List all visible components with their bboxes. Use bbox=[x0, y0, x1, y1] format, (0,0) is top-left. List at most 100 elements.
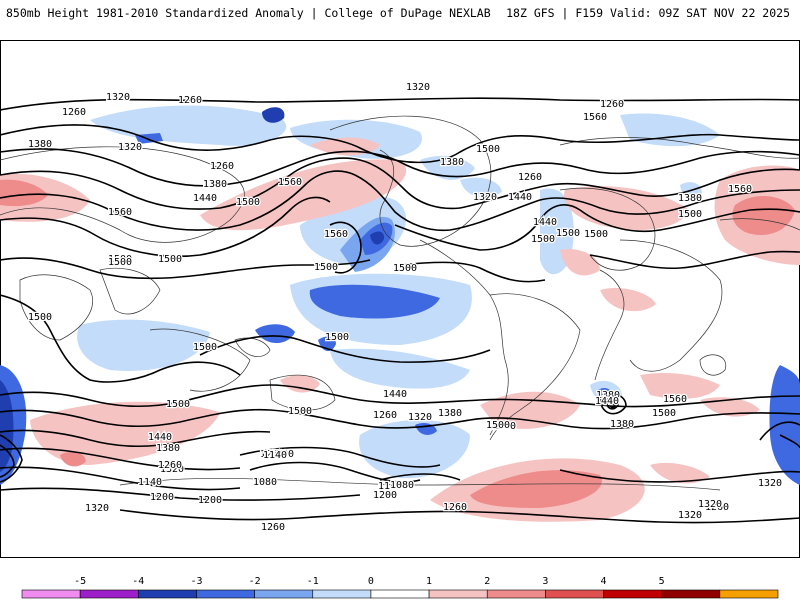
contour-label: 1500 bbox=[108, 257, 132, 268]
colorbar-swatch bbox=[254, 589, 314, 599]
contour-label: 1440 bbox=[533, 217, 557, 228]
contour-label: 1260 bbox=[600, 99, 624, 110]
colorbar-tick-label: 4 bbox=[601, 576, 607, 587]
colorbar-swatch bbox=[21, 589, 81, 599]
contour-label: 1440 bbox=[383, 389, 407, 400]
contour-label: 1080 bbox=[390, 480, 414, 491]
contour-label: 1500 bbox=[108, 254, 132, 265]
contour-label: 1260 bbox=[62, 107, 86, 118]
colorbar-swatch bbox=[138, 589, 197, 599]
contour-label: 1560 bbox=[324, 229, 348, 240]
contour-label: 1500 bbox=[393, 263, 417, 274]
contour-label: 1320 bbox=[118, 142, 142, 153]
contour-label: 1080 bbox=[253, 477, 277, 488]
contour-label: 1500 bbox=[28, 312, 52, 323]
colorbar-swatch bbox=[79, 589, 139, 599]
colorbar-swatch bbox=[661, 589, 721, 599]
colorbar-swatches bbox=[21, 589, 779, 599]
contour-label: 1320 bbox=[758, 478, 782, 489]
colorbar-tick-label: -4 bbox=[132, 576, 144, 587]
contour-label: 1320 bbox=[408, 412, 432, 423]
contour-label: 1560 bbox=[663, 394, 687, 405]
colorbar: -5 -4 -3 -2 -1 0 1 2 3 4 5 bbox=[21, 576, 779, 599]
contour-label: 1560 bbox=[728, 184, 752, 195]
negative-anomaly-shading bbox=[0, 105, 800, 485]
contour-label: 1440 bbox=[148, 432, 172, 443]
contour-label: 1380 bbox=[438, 408, 462, 419]
contour-label: 1500 bbox=[325, 332, 349, 343]
contour-label: 1260 bbox=[373, 410, 397, 421]
contour-label: 1500 bbox=[584, 229, 608, 240]
colorbar-tick-label: 3 bbox=[542, 576, 548, 587]
contour-label: 1440 bbox=[193, 193, 217, 204]
contour-label: 1500 bbox=[492, 421, 516, 432]
contour-label: 1320 bbox=[85, 503, 109, 514]
colorbar-tick-label: -1 bbox=[307, 576, 319, 587]
contour-label: 1440 bbox=[595, 396, 619, 407]
contour-label: 1500 bbox=[652, 408, 676, 419]
contour-label: 1380 bbox=[440, 157, 464, 168]
contour-label: 1500 bbox=[486, 420, 510, 431]
contour-label: 1500 bbox=[158, 254, 182, 265]
contour-label: 1380 bbox=[610, 419, 634, 430]
contour-label: 1560 bbox=[108, 207, 132, 218]
contour-label: 1380 bbox=[678, 193, 702, 204]
contour-label: 1440 bbox=[508, 192, 532, 203]
contour-label: 1320 bbox=[406, 82, 430, 93]
coastlines bbox=[0, 115, 800, 491]
colorbar-tick-label: -5 bbox=[74, 576, 86, 587]
contour-label: 1500 bbox=[193, 342, 217, 353]
contour-label: 1260 bbox=[261, 522, 285, 533]
colorbar-tick-label: -2 bbox=[249, 576, 261, 587]
contour-label: 1560 bbox=[278, 177, 302, 188]
colorbar-swatch bbox=[428, 589, 488, 599]
contour-label: 1500 bbox=[288, 406, 312, 417]
contour-label: 1200 bbox=[198, 495, 222, 506]
contour-label: 1500 bbox=[476, 144, 500, 155]
colorbar-swatch bbox=[603, 589, 662, 599]
contour-label: 1320 bbox=[678, 510, 702, 521]
contour-label: 1260 bbox=[210, 161, 234, 172]
contour-label: 1380 bbox=[28, 139, 52, 150]
colorbar-swatch bbox=[312, 589, 372, 599]
colorbar-swatch bbox=[545, 589, 604, 599]
contour-label: 1260 bbox=[705, 502, 729, 513]
contour-label: 1320 bbox=[106, 92, 130, 103]
contour-label: 1320 bbox=[473, 192, 497, 203]
contour-label: 1140 bbox=[378, 481, 402, 492]
contour-label: 1140 bbox=[263, 450, 287, 461]
contour-label: 1140 bbox=[138, 477, 162, 488]
contour-label: 1500 bbox=[236, 197, 260, 208]
colorbar-swatch bbox=[719, 589, 779, 599]
colorbar-swatch bbox=[370, 589, 430, 599]
contour-label: 1380 bbox=[596, 390, 620, 401]
contour-label: 1380 bbox=[156, 443, 180, 454]
colorbar-swatch bbox=[486, 589, 546, 599]
contour-label: 1260 bbox=[158, 460, 182, 471]
contour-label: 1500 bbox=[678, 209, 702, 220]
contour-label: 1200 bbox=[150, 492, 174, 503]
contour-label: 1500 bbox=[556, 228, 580, 239]
contour-label: 1500 bbox=[531, 234, 555, 245]
contour-label: 1260 bbox=[178, 95, 202, 106]
contour-label: 1260 bbox=[443, 502, 467, 513]
contour-label: 1200 bbox=[373, 490, 397, 501]
contour-label: 1320 bbox=[698, 499, 722, 510]
colorbar-swatch bbox=[196, 589, 255, 599]
contour-label: 1380 bbox=[203, 179, 227, 190]
contour-label: 1560 bbox=[583, 112, 607, 123]
valid-time-label: 18Z GFS | F159 Valid: 09Z SAT NOV 22 202… bbox=[506, 6, 790, 20]
contour-label: 1200 bbox=[270, 449, 294, 460]
contour-label: 1320 bbox=[160, 464, 184, 475]
contour-label: 1500 bbox=[166, 399, 190, 410]
colorbar-tick-label: 1 bbox=[426, 576, 432, 587]
contour-label: 1260 bbox=[260, 449, 284, 460]
contour-label: 1500 bbox=[314, 262, 338, 273]
colorbar-tick-label: 5 bbox=[659, 576, 665, 587]
contour-label: 1260 bbox=[518, 172, 542, 183]
colorbar-tick-label: -3 bbox=[190, 576, 202, 587]
colorbar-tick-label: 0 bbox=[368, 576, 374, 587]
map-title: 850mb Height 1981-2010 Standardized Anom… bbox=[6, 6, 491, 20]
